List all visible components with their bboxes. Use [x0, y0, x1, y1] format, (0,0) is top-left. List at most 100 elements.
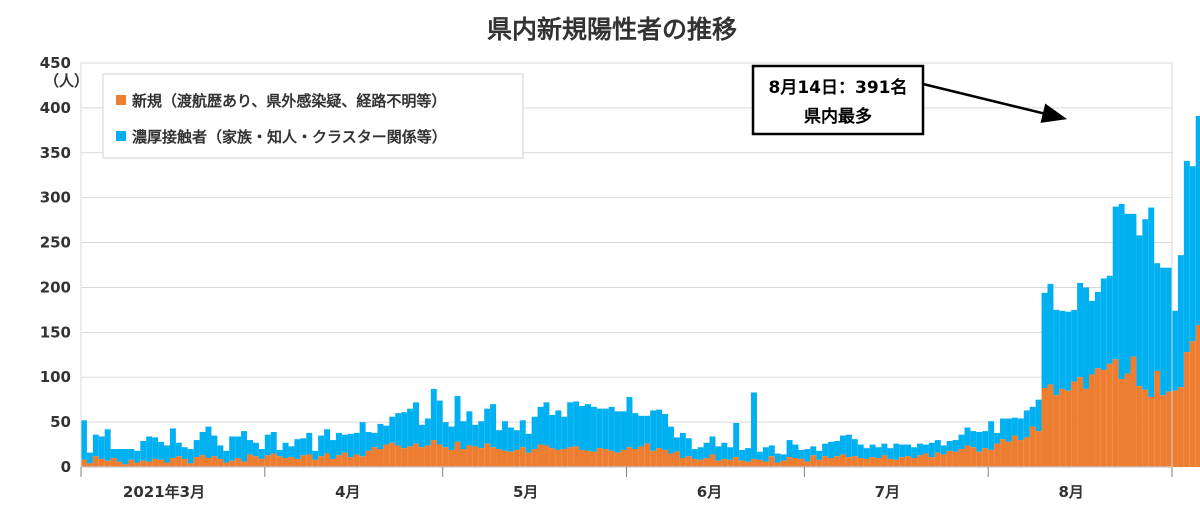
bar-new [822, 456, 829, 467]
bar-contact [247, 440, 253, 455]
bar-contact [911, 447, 918, 459]
bar-contact [596, 408, 603, 449]
bar-new [739, 460, 746, 467]
bar-new [1000, 439, 1006, 467]
bar-contact [626, 396, 633, 448]
bar-new [282, 458, 289, 467]
bar-contact [1059, 310, 1066, 389]
bar-contact [721, 442, 728, 459]
bar-contact [602, 408, 609, 450]
bar-new [899, 457, 906, 467]
bar-contact [519, 420, 526, 448]
bar-new [620, 449, 627, 467]
bar-contact [442, 422, 449, 448]
bar-new [513, 449, 520, 467]
bar-new [863, 458, 870, 467]
bar-new [608, 450, 615, 467]
bar-new [270, 453, 277, 467]
bar-contact [507, 427, 514, 452]
bar-new [1177, 387, 1184, 467]
bar-contact [241, 431, 248, 462]
bar-contact [561, 416, 568, 450]
bar-contact [881, 443, 888, 456]
legend-box [102, 73, 524, 159]
bar-contact [982, 431, 989, 449]
bar-contact [377, 423, 384, 450]
bar-contact [644, 415, 651, 444]
x-tick-label: 4月 [335, 483, 360, 501]
bar-contact [140, 440, 147, 461]
bar-new [768, 456, 775, 467]
bar-new [86, 463, 93, 467]
y-tick-label: 400 [40, 99, 71, 117]
bar-contact [590, 406, 597, 452]
bar-contact [946, 440, 953, 451]
bar-contact [282, 442, 289, 459]
bar-new [1124, 373, 1131, 467]
bar-contact [1047, 283, 1054, 385]
bar-contact [478, 421, 485, 449]
bar-contact [834, 440, 840, 457]
bar-contact [751, 392, 757, 459]
bar-new [496, 449, 502, 467]
bar-new [946, 450, 953, 467]
bar-new [762, 461, 769, 467]
bar-contact [395, 413, 402, 446]
bar-contact [608, 406, 615, 451]
bar-contact [205, 426, 212, 459]
bar-new [679, 458, 686, 467]
bar-new [472, 446, 479, 467]
bar-contact [258, 449, 265, 459]
bar-contact [146, 436, 153, 462]
bar-new [940, 454, 947, 467]
bar-new [798, 458, 805, 467]
bar-new [596, 448, 603, 467]
bar-contact [276, 449, 283, 457]
x-tick-label: 6月 [697, 483, 722, 501]
bar-new [922, 453, 929, 467]
bar-new [187, 463, 194, 467]
bar-new [389, 442, 396, 467]
annotation-callout: 8月14日：391名 県内最多 [751, 64, 1068, 136]
bar-contact [531, 416, 538, 450]
bar-contact [863, 448, 870, 459]
chart-title: 県内新規陽性者の推移 [487, 15, 737, 44]
bar-new [134, 462, 141, 467]
bar-contact [134, 450, 141, 463]
bar-contact [1100, 278, 1107, 371]
bar-new [857, 458, 864, 467]
bar-contact [413, 402, 419, 444]
bar-contact [555, 410, 562, 450]
bar-new [1083, 388, 1089, 467]
bar-new [970, 447, 977, 467]
bar-contact [940, 445, 947, 455]
bar-new [110, 458, 117, 467]
bar-new [1183, 352, 1190, 467]
bar-new [816, 459, 823, 467]
bar-contact [223, 450, 230, 463]
bar-contact [875, 447, 882, 459]
bar-new [905, 456, 912, 467]
bar-contact [1071, 309, 1078, 382]
annotation-line-2: 県内最多 [804, 106, 872, 127]
bar-contact [175, 442, 182, 457]
bar-new [549, 448, 556, 467]
bar-new [371, 447, 378, 467]
bar-new [318, 456, 325, 467]
bar-new [330, 458, 336, 467]
bar-new [158, 459, 165, 467]
bar-new [1189, 341, 1196, 467]
bar-new [300, 455, 307, 467]
bar-contact [116, 449, 123, 462]
bar-contact [988, 421, 995, 450]
bar-new [436, 444, 443, 467]
bar-contact [928, 442, 935, 458]
bar-new [579, 449, 585, 467]
bar-new [122, 464, 129, 467]
bar-new [247, 454, 253, 467]
bar-contact [324, 429, 331, 454]
bar-contact [1029, 406, 1036, 427]
bar-contact [169, 428, 176, 459]
bar-new [507, 451, 514, 467]
bar-new [632, 449, 639, 467]
